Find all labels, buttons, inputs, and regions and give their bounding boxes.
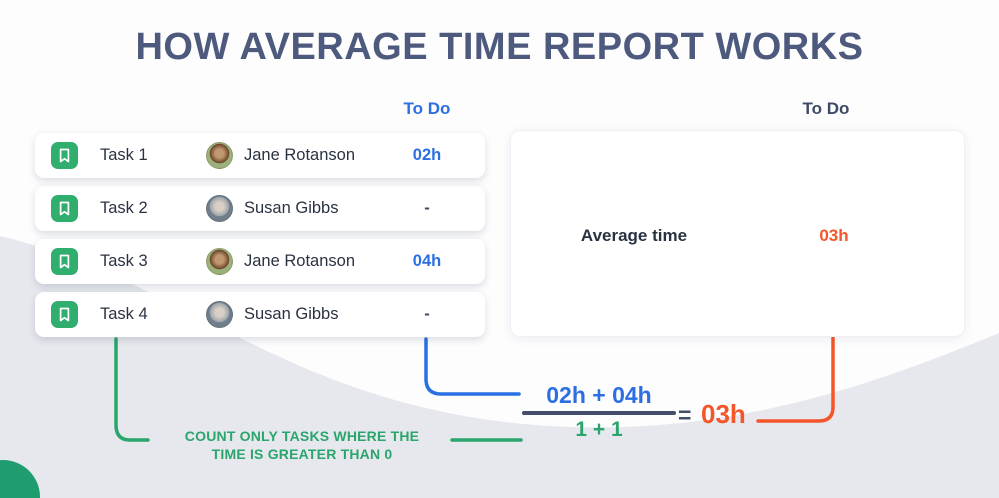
assignee-name: Jane Rotanson — [244, 252, 355, 270]
assignee-avatar — [206, 301, 233, 328]
bookmark-icon — [51, 142, 78, 169]
task-row[interactable]: Task 4 Susan Gibbs - — [35, 292, 485, 337]
formula-equals-sign: = — [678, 402, 692, 428]
column-header-todo-right: To Do — [802, 99, 850, 118]
assignee-avatar — [206, 195, 233, 222]
task-time-value: - — [424, 305, 430, 323]
task-time-value: 02h — [412, 146, 442, 164]
page-title: HOW AVERAGE TIME REPORT WORKS — [135, 26, 864, 68]
assignee-avatar — [206, 142, 233, 169]
task-label: Task 3 — [100, 252, 148, 270]
average-time-label: Average time — [580, 226, 688, 245]
task-row[interactable]: Task 1 Jane Rotanson 02h — [35, 133, 485, 178]
task-label: Task 2 — [100, 199, 148, 217]
column-header-todo-left: To Do — [403, 99, 451, 118]
assignee-avatar — [206, 248, 233, 275]
task-time-value: 04h — [412, 252, 442, 270]
assignee-name: Jane Rotanson — [244, 146, 355, 164]
average-time-value: 03h — [819, 226, 849, 245]
formula-denominator: 1 + 1 — [575, 418, 623, 441]
bookmark-icon — [51, 248, 78, 275]
task-row[interactable]: Task 3 Jane Rotanson 04h — [35, 239, 485, 284]
note-line-1: COUNT ONLY TASKS WHERE THE — [184, 428, 420, 444]
assignee-name: Susan Gibbs — [244, 199, 339, 217]
bookmark-icon — [51, 195, 78, 222]
formula-numerator: 02h + 04h — [546, 382, 652, 408]
assignee-name: Susan Gibbs — [244, 305, 339, 323]
task-time-value: - — [424, 199, 430, 217]
task-label: Task 1 — [100, 146, 148, 164]
note-text: COUNT ONLY TASKS WHERE THE TIME IS GREAT… — [152, 427, 452, 463]
note-line-2: TIME IS GREATER THAN 0 — [211, 446, 393, 463]
average-time-card: Average time 03h — [510, 130, 965, 337]
task-row[interactable]: Task 2 Susan Gibbs - — [35, 186, 485, 231]
bookmark-icon — [51, 301, 78, 328]
fraction-bar — [522, 411, 676, 415]
formula-result: 03h — [701, 399, 746, 429]
task-label: Task 4 — [100, 305, 148, 323]
